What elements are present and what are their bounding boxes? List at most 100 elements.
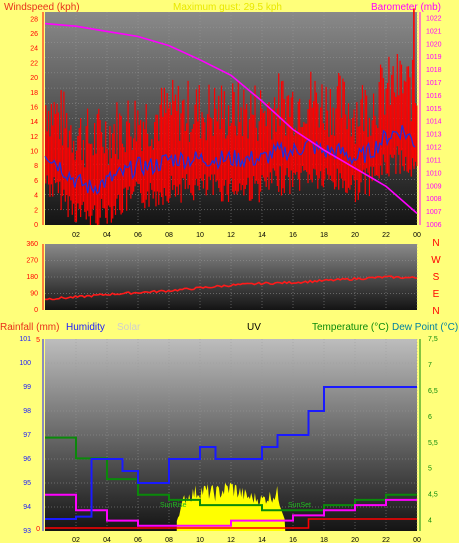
barometer-tick-label: 1007 [426, 209, 442, 216]
x-tick-label: 04 [103, 537, 111, 543]
direction-tick-label: 90 [30, 291, 38, 298]
temperature-line [45, 436, 417, 512]
sunrise-label: SunRise [160, 502, 187, 509]
temperature-tick-label: 4 [428, 518, 432, 525]
humidity-tick-label: 93 [23, 528, 31, 535]
x-tick-label: 20 [351, 232, 359, 239]
humidity-tick-label: 97 [23, 432, 31, 439]
barometer-tick-label: 1006 [426, 222, 442, 229]
x-tick-label: 12 [227, 537, 235, 543]
barometer-tick-label: 1022 [426, 15, 442, 22]
compass-label: N [432, 306, 439, 317]
x-tick-label: 14 [258, 537, 266, 543]
dew-point-label: Dew Point (°C) [392, 322, 458, 333]
temperature-tick-label: 5 [428, 466, 432, 473]
temperature-tick-label: 7 [428, 362, 432, 369]
compass-label: S [433, 272, 440, 283]
chart-subtitle: Maximum gust: 29.5 kph [173, 2, 282, 13]
direction-tick-label: 180 [26, 274, 38, 281]
direction-panel-grid [45, 244, 418, 310]
barometer-tick-label: 1010 [426, 170, 442, 177]
temperature-tick-label: 6,5 [428, 388, 438, 395]
x-tick-label: 04 [103, 232, 111, 239]
barometer-tick-label: 1014 [426, 119, 442, 126]
direction-tick-label: 270 [26, 258, 38, 265]
rainfall-label: Rainfall (mm) [0, 322, 59, 333]
compass-label: W [431, 255, 441, 266]
direction-series-group [44, 275, 418, 301]
temperature-tick-label: 7,5 [428, 336, 438, 343]
windspeed-axis-label: Windspeed (kph) [4, 2, 80, 13]
windspeed-tick-label: 24 [30, 46, 38, 53]
humidity-tick-label: 100 [19, 360, 31, 367]
barometer-tick-label: 1012 [426, 145, 442, 152]
windspeed-tick-label: 26 [30, 31, 38, 38]
compass-label: N [432, 238, 439, 249]
barometer-tick-label: 1016 [426, 93, 442, 100]
x-tick-label: 18 [320, 537, 328, 543]
uv-label: UV [247, 322, 261, 333]
x-tick-label: 18 [320, 232, 328, 239]
rainfall-tick-label: 5 [36, 337, 40, 344]
windspeed-tick-label: 28 [30, 16, 38, 23]
temperature-label: Temperature (°C) [312, 322, 389, 333]
windspeed-tick-label: 20 [30, 75, 38, 82]
x-tick-label: 22 [382, 537, 390, 543]
humidity-line [45, 386, 417, 520]
x-tick-label: 10 [196, 232, 204, 239]
direction-tick-label: 360 [26, 241, 38, 248]
barometer-tick-label: 1020 [426, 41, 442, 48]
rainfall-tick-label: 0 [36, 526, 40, 533]
windspeed-tick-label: 18 [30, 90, 38, 97]
humidity-label: Humidity [66, 322, 105, 333]
solar-label: Solar [117, 322, 141, 333]
windspeed-tick-label: 22 [30, 60, 38, 67]
windspeed-tick-label: 10 [30, 149, 38, 156]
dew-point-line [45, 493, 417, 527]
x-tick-label: 00 [413, 232, 421, 239]
barometer-tick-label: 1009 [426, 183, 442, 190]
windspeed-tick-label: 6 [34, 178, 38, 185]
humidity-tick-label: 95 [23, 480, 31, 487]
barometer-line [44, 22, 418, 215]
compass-label: E [433, 289, 440, 300]
x-tick-label: 02 [72, 232, 80, 239]
wind-series-group [44, 8, 418, 225]
barometer-tick-label: 1015 [426, 106, 442, 113]
humidity-tick-label: 99 [23, 384, 31, 391]
x-tick-label: 12 [227, 232, 235, 239]
x-tick-label: 06 [134, 537, 142, 543]
barometer-tick-label: 1013 [426, 132, 442, 139]
x-tick-label: 20 [351, 537, 359, 543]
barometer-tick-label: 1017 [426, 80, 442, 87]
rainfall-line [45, 518, 417, 529]
barometer-axis-label: Barometer (mb) [371, 2, 441, 13]
wind-average-line [44, 125, 416, 195]
sunset-label: SunSet [288, 502, 311, 509]
barometer-tick-label: 1018 [426, 67, 442, 74]
x-tick-label: 10 [196, 537, 204, 543]
temperature-tick-label: 6 [428, 414, 432, 421]
x-tick-label: 08 [165, 537, 173, 543]
temperature-tick-label: 4,5 [428, 492, 438, 499]
wind-direction-line [44, 275, 418, 301]
solar-area [176, 482, 286, 531]
x-tick-label: 00 [413, 537, 421, 543]
direction-tick-label: 0 [34, 307, 38, 314]
climate-series-group [45, 386, 417, 531]
temperature-tick-label: 5,5 [428, 440, 438, 447]
barometer-tick-label: 1011 [426, 157, 441, 164]
windspeed-tick-label: 2 [34, 207, 38, 214]
x-tick-label: 08 [165, 232, 173, 239]
windspeed-tick-label: 12 [30, 134, 38, 141]
x-tick-label: 02 [72, 537, 80, 543]
barometer-tick-label: 1008 [426, 196, 442, 203]
humidity-tick-label: 94 [23, 504, 31, 511]
x-tick-label: 22 [382, 232, 390, 239]
windspeed-tick-label: 4 [34, 193, 38, 200]
humidity-tick-label: 101 [19, 336, 31, 343]
windspeed-tick-label: 0 [34, 222, 38, 229]
x-tick-label: 16 [289, 232, 297, 239]
